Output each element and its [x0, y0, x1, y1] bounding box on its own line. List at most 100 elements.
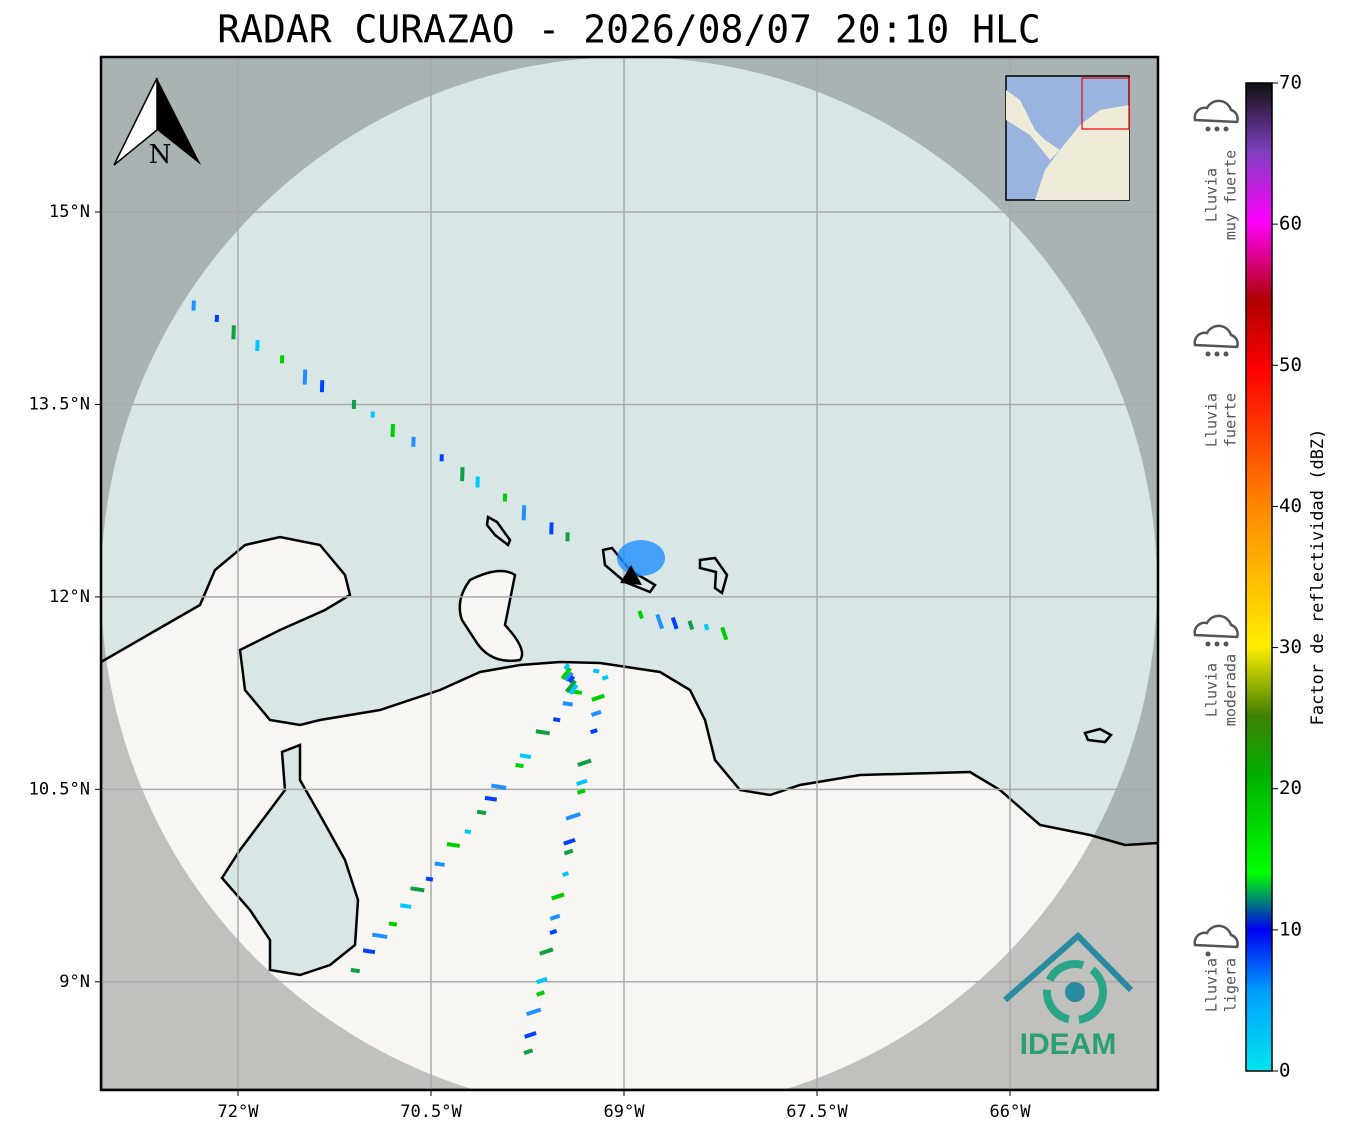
echo	[521, 505, 527, 521]
weather-icon-drop	[1223, 126, 1229, 132]
echo	[476, 809, 487, 816]
echo	[255, 340, 260, 352]
legend-label: moderada	[1222, 654, 1240, 726]
y-tick-label: 15°N	[49, 202, 90, 222]
echo	[590, 709, 602, 717]
echo	[371, 932, 388, 939]
weather-icon	[1193, 99, 1239, 124]
echo	[439, 454, 444, 462]
echo	[191, 300, 196, 311]
north-arrow: N	[113, 77, 201, 170]
colorbar-tick-label: 10	[1279, 918, 1302, 940]
echo	[362, 948, 376, 955]
echo	[370, 411, 375, 418]
echo	[484, 795, 498, 802]
colorbar-tick-label: 30	[1279, 636, 1302, 658]
echo	[515, 762, 524, 769]
echo	[475, 476, 480, 488]
legend-label: ligera	[1222, 958, 1240, 1012]
legend-label: Lluvia	[1203, 958, 1221, 1012]
echo	[563, 848, 574, 856]
echo	[575, 778, 588, 787]
echo	[464, 829, 472, 835]
echo	[519, 753, 532, 759]
legend-label: Lluvia	[1203, 168, 1221, 222]
echo	[563, 837, 576, 846]
inset-map	[1005, 75, 1130, 201]
radar-site	[620, 565, 642, 585]
echo	[560, 667, 572, 680]
weather-icon-drop	[1214, 351, 1220, 357]
y-tick-label: 10.5°N	[29, 779, 90, 799]
map-frame	[99, 55, 1160, 1092]
echo	[523, 1048, 534, 1055]
echo	[576, 788, 586, 795]
echo	[539, 947, 554, 956]
colorbar-tick-label: 70	[1279, 72, 1302, 94]
weather-icon	[1193, 324, 1239, 349]
echo	[655, 613, 664, 630]
echo	[388, 921, 398, 927]
map: N IDEAM	[101, 57, 1158, 1090]
weather-icon-drop	[1205, 641, 1211, 647]
echo-cluster	[617, 540, 665, 576]
echo	[720, 626, 729, 641]
legend-label: Lluvia	[1203, 393, 1221, 447]
weather-icon	[1193, 614, 1239, 639]
echo	[562, 701, 573, 707]
echo	[535, 729, 551, 736]
echo	[535, 976, 548, 985]
echo	[446, 842, 461, 848]
weather-icon-drop	[1205, 951, 1211, 957]
colorbar-tick-label: 40	[1279, 495, 1302, 517]
echo	[279, 355, 285, 364]
echo	[562, 871, 569, 877]
echo	[411, 436, 416, 447]
echo	[536, 990, 545, 997]
colorbar-tick-label: 0	[1279, 1060, 1290, 1082]
echo	[302, 369, 308, 385]
echo	[592, 668, 600, 674]
x-tick-label: 72°W	[218, 1102, 260, 1122]
colorbar-label: Factor de reflectividad (dBZ)	[1308, 429, 1328, 726]
echo	[564, 679, 577, 693]
echo	[410, 886, 425, 893]
echo	[601, 674, 609, 681]
weather-icon-drop	[1205, 351, 1211, 357]
echo	[351, 399, 357, 409]
weather-icon	[1193, 924, 1239, 949]
echo	[565, 532, 570, 542]
x-tick-label: 66°W	[990, 1102, 1032, 1122]
echo	[319, 380, 325, 393]
echo	[491, 783, 507, 790]
echo	[563, 663, 571, 671]
colorbar	[1245, 82, 1273, 1072]
weather-icon-drop	[1214, 641, 1220, 647]
echo	[434, 861, 445, 867]
lake	[220, 743, 360, 977]
echo	[577, 758, 592, 767]
echo	[399, 903, 412, 909]
island	[485, 515, 512, 547]
colorbar-tick-label: 50	[1279, 354, 1302, 376]
colorbar-tick-label: 20	[1279, 777, 1302, 799]
weather-icon-drop	[1223, 641, 1229, 647]
legend-label: muy fuerte	[1222, 150, 1240, 240]
echo	[425, 876, 434, 882]
weather-icon-drop	[1205, 126, 1211, 132]
echo	[390, 423, 395, 438]
y-tick-label: 13.5°N	[29, 394, 90, 414]
echo	[589, 728, 598, 735]
echo	[525, 1007, 542, 1017]
island	[1083, 727, 1113, 744]
echo	[231, 325, 236, 340]
weather-icon-drop	[1214, 126, 1220, 132]
echo	[637, 610, 644, 620]
echo	[565, 812, 581, 821]
x-tick-label: 70.5°W	[400, 1102, 462, 1122]
echo	[564, 671, 574, 682]
echo	[567, 675, 576, 684]
peninsula	[458, 569, 524, 663]
echo	[549, 928, 558, 935]
